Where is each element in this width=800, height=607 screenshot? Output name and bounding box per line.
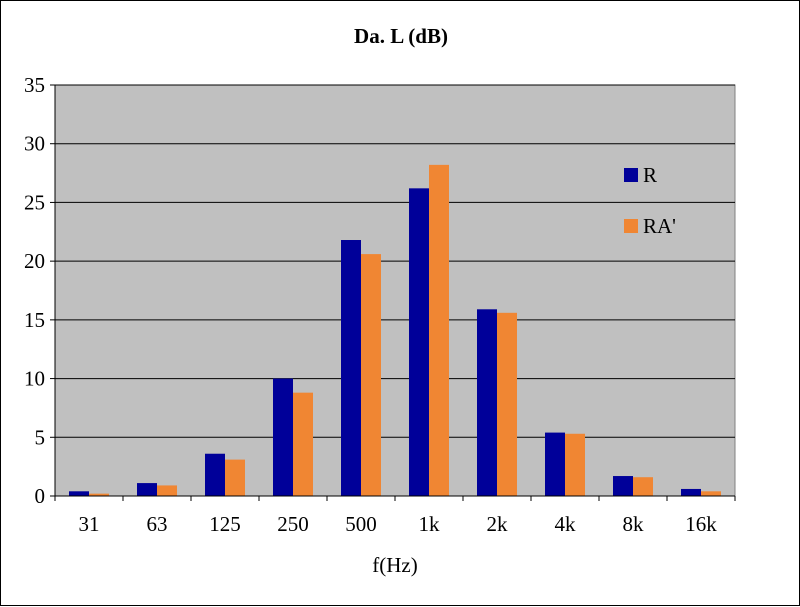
x-tick-label: 63 xyxy=(147,512,168,536)
bar-ra-63 xyxy=(157,485,177,496)
x-axis-label: f(Hz) xyxy=(372,553,417,577)
bar-r-4k xyxy=(545,432,565,496)
y-axis-ticks: 0 5 10 15 20 25 30 35 xyxy=(24,73,55,508)
bar-ra-2k xyxy=(497,312,517,496)
legend-label-ra: RA' xyxy=(643,214,676,238)
x-tick-label: 125 xyxy=(209,512,241,536)
y-tick-label: 0 xyxy=(35,484,46,508)
x-tick-label: 31 xyxy=(79,512,100,536)
bar-ra-31 xyxy=(89,493,109,496)
bar-ra-1k xyxy=(429,164,449,496)
y-tick-label: 25 xyxy=(24,190,45,214)
x-tick-label: 2k xyxy=(487,512,509,536)
bar-ra-250 xyxy=(293,392,313,496)
bar-r-2k xyxy=(477,309,497,496)
legend: R RA' xyxy=(624,163,676,238)
bar-r-500 xyxy=(341,240,361,496)
chart-title: Da. L (dB) xyxy=(354,24,448,48)
bar-ra-16k xyxy=(701,491,721,496)
bar-ra-125 xyxy=(225,459,245,496)
x-tick-label: 250 xyxy=(277,512,309,536)
x-tick-label: 500 xyxy=(345,512,377,536)
legend-swatch-r xyxy=(624,168,638,182)
legend-swatch-ra xyxy=(624,219,638,233)
x-tick-label: 16k xyxy=(685,512,717,536)
gridlines xyxy=(55,84,735,438)
bar-r-8k xyxy=(613,476,633,496)
y-tick-label: 15 xyxy=(24,308,45,332)
y-tick-label: 30 xyxy=(24,132,45,156)
x-axis-ticks: 31 63 125 250 500 1k 2k 4k 8k 16k xyxy=(54,496,736,536)
plot-area xyxy=(54,84,736,497)
y-tick-label: 20 xyxy=(24,249,45,273)
legend-label-r: R xyxy=(643,163,657,187)
y-tick-label: 5 xyxy=(35,425,46,449)
bar-r-1k xyxy=(409,188,429,496)
bar-ra-500 xyxy=(361,254,381,496)
bar-r-16k xyxy=(681,488,701,496)
y-tick-label: 10 xyxy=(24,367,45,391)
bar-r-31 xyxy=(69,491,89,496)
bar-ra-8k xyxy=(633,477,653,496)
bars xyxy=(69,164,721,496)
x-tick-label: 1k xyxy=(419,512,441,536)
bar-r-125 xyxy=(205,453,225,496)
x-tick-label: 4k xyxy=(555,512,577,536)
bar-ra-4k xyxy=(565,433,585,496)
x-tick-label: 8k xyxy=(623,512,645,536)
bar-r-63 xyxy=(137,483,157,496)
y-tick-label: 35 xyxy=(24,73,45,97)
bar-r-250 xyxy=(273,378,293,496)
